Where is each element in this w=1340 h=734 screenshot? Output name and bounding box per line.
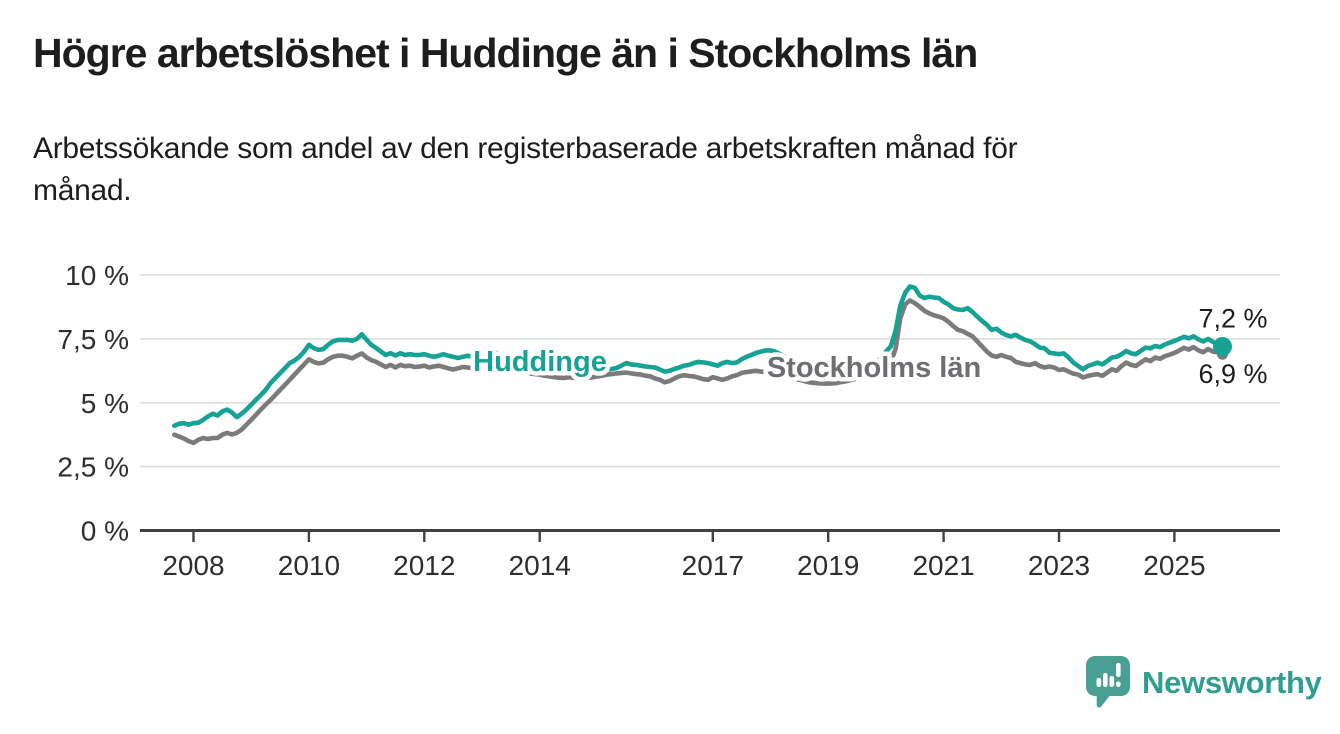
- series-line-stockholms-lan: [172, 298, 1225, 446]
- exclamation-bar: [1116, 663, 1121, 677]
- chart-subtitle-line1: Arbetssökande som andel av den registerb…: [33, 132, 1018, 165]
- end-value-label-huddinge: 7,2 %: [1198, 304, 1267, 334]
- newsworthy-logo: Newsworthy: [1084, 654, 1322, 712]
- x-axis-tick-label: 2023: [1028, 550, 1090, 581]
- bar-3: [1109, 676, 1115, 687]
- y-axis-tick-label: 10 %: [65, 260, 129, 291]
- x-axis-tick-label: 2025: [1143, 550, 1205, 581]
- x-axis-tick-label: 2021: [912, 550, 974, 581]
- y-axis-tick-label: 7,5 %: [57, 324, 129, 355]
- exclamation-dot: [1116, 681, 1121, 687]
- bar-2: [1103, 673, 1108, 687]
- x-axis-tick-label: 2017: [682, 550, 744, 581]
- chart-subtitle-line2: månad.: [33, 174, 132, 207]
- newsworthy-wordmark: Newsworthy: [1142, 665, 1322, 700]
- chart-subtitle: Arbetssökande som andel av den registerb…: [33, 128, 1018, 212]
- end-value-label-stockholms-lan: 6,9 %: [1198, 359, 1267, 389]
- x-axis-tick-label: 2012: [393, 550, 455, 581]
- bubble-shape: [1086, 656, 1130, 708]
- series-inline-label: Huddinge: [473, 346, 607, 378]
- series-end-marker-huddinge: [1212, 337, 1232, 357]
- x-axis-tick-label: 2019: [797, 550, 859, 581]
- x-axis-tick-label: 2014: [509, 550, 571, 581]
- y-axis-tick-label: 0 %: [81, 516, 129, 547]
- series-inline-label: Stockholms län: [767, 352, 981, 384]
- y-axis-tick-label: 2,5 %: [57, 452, 129, 483]
- x-axis-tick-label: 2008: [162, 550, 224, 581]
- x-axis-tick-label: 2010: [278, 550, 340, 581]
- newsworthy-bubble-icon: [1086, 656, 1130, 708]
- bar-1: [1096, 678, 1102, 687]
- series-line-huddinge: [172, 284, 1225, 429]
- page-title: Högre arbetslöshet i Huddinge än i Stock…: [33, 30, 978, 76]
- y-axis-tick-label: 5 %: [81, 388, 129, 419]
